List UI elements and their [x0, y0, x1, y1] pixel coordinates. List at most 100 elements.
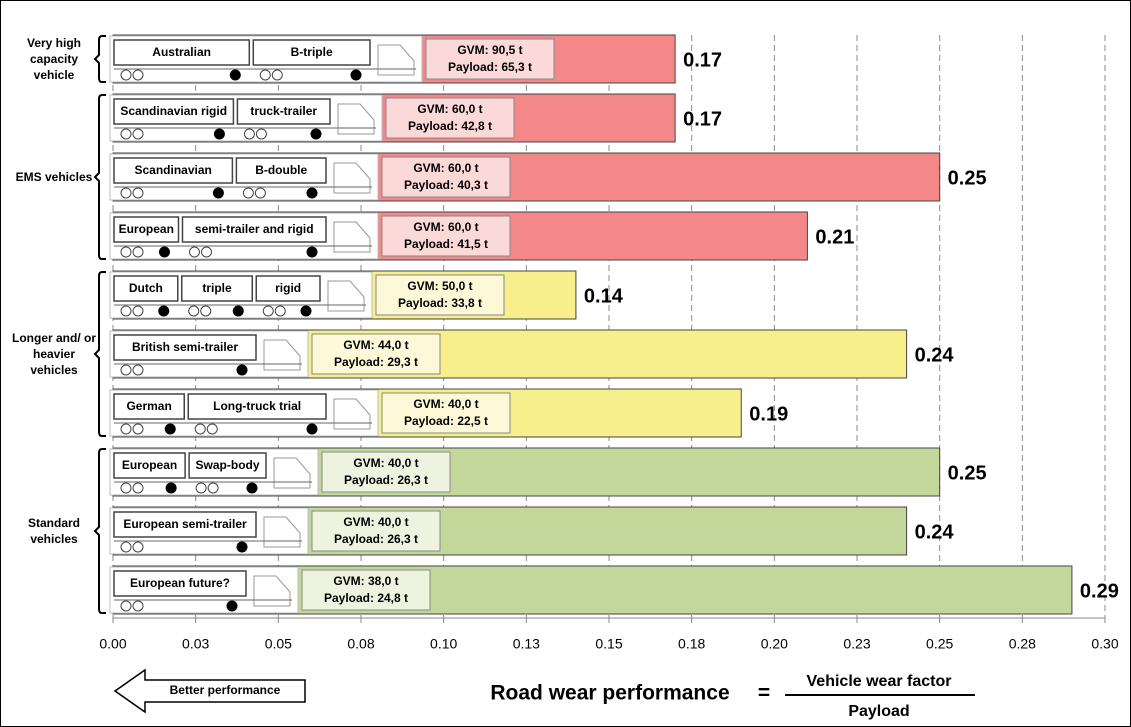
- wheel: [194, 423, 206, 435]
- vehicle-label: Swap-body: [196, 458, 260, 472]
- trailer-box: [252, 39, 371, 66]
- vehicle-label: European: [122, 458, 177, 472]
- wheel: [212, 187, 224, 199]
- value-label: 0.24: [915, 521, 955, 543]
- vehicle-label: Scandinavian rigid: [120, 104, 227, 118]
- wheel: [120, 364, 132, 376]
- vehicle-label: Long-truck trial: [213, 399, 301, 413]
- payload-label: Payload: 33,8 t: [398, 296, 482, 310]
- group-bracket: [93, 35, 106, 83]
- x-tick-label: 0.20: [761, 636, 788, 652]
- wheel: [158, 246, 170, 258]
- cab: [263, 339, 301, 371]
- vehicle-label: Australian: [152, 45, 211, 59]
- cab: [253, 575, 291, 607]
- wheel: [188, 246, 200, 258]
- wheel: [246, 482, 258, 494]
- wheel: [274, 305, 286, 317]
- gvm-label: GVM: 50,0 t: [407, 279, 472, 293]
- vehicle-label: German: [126, 399, 171, 413]
- gvm-label: GVM: 60,0 t: [417, 102, 482, 116]
- x-tick-label: 0.10: [430, 636, 457, 652]
- cab: [263, 516, 301, 548]
- x-tick-label: 0.13: [513, 636, 540, 652]
- wheel: [120, 600, 132, 612]
- wheel: [306, 187, 318, 199]
- trailer-box: [187, 393, 327, 420]
- formula-numerator: Vehicle wear factor: [807, 673, 952, 690]
- wheel: [306, 246, 318, 258]
- gvm-label: GVM: 38,0 t: [333, 574, 398, 588]
- gvm-label: GVM: 44,0 t: [343, 338, 408, 352]
- vehicle-label: Scandinavian: [135, 163, 212, 177]
- group-label: EMS vehicles: [15, 170, 93, 184]
- payload-label: Payload: 42,8 t: [408, 119, 492, 133]
- wheel: [120, 69, 132, 81]
- vehicle-label: semi-trailer and rigid: [195, 222, 314, 236]
- wheel: [132, 600, 144, 612]
- payload-label: Payload: 41,5 t: [404, 237, 488, 251]
- trailer-box: [181, 216, 327, 243]
- vehicle-label: European future?: [130, 576, 230, 590]
- gvm-label: GVM: 40,0 t: [353, 456, 418, 470]
- wheel: [132, 246, 144, 258]
- value-label: 0.24: [915, 344, 955, 366]
- cab: [337, 103, 375, 135]
- cab: [333, 162, 371, 194]
- vehicle-label: triple: [202, 281, 232, 295]
- trailer-box: [180, 275, 254, 302]
- trailer-box: [113, 393, 185, 420]
- wheel: [236, 541, 248, 553]
- formula-op: =: [758, 682, 770, 705]
- x-tick-label: 0.23: [843, 636, 870, 652]
- vehicle-label: British semi-trailer: [132, 340, 238, 354]
- value-label: 0.19: [749, 403, 788, 425]
- x-tick-label: 0.03: [182, 636, 209, 652]
- gvm-label: GVM: 40,0 t: [413, 397, 478, 411]
- wheel: [254, 187, 266, 199]
- wheel: [226, 600, 238, 612]
- wheel: [120, 541, 132, 553]
- wheel: [255, 128, 267, 140]
- x-tick-label: 0.30: [1091, 636, 1118, 652]
- load-box: [321, 451, 451, 493]
- cab: [327, 280, 365, 312]
- wheel: [188, 305, 200, 317]
- wheel: [132, 69, 144, 81]
- value-label: 0.25: [948, 167, 987, 189]
- gvm-label: GVM: 60,0 t: [413, 220, 478, 234]
- formula-lhs: Road wear performance: [490, 682, 729, 705]
- value-label: 0.21: [815, 226, 854, 248]
- payload-label: Payload: 22,5 t: [404, 414, 488, 428]
- wheel: [132, 482, 144, 494]
- vehicle-label: B-double: [255, 163, 307, 177]
- trailer-box: [255, 275, 321, 302]
- group-bracket: [93, 94, 106, 260]
- gvm-label: GVM: 90,5 t: [457, 43, 522, 57]
- value-label: 0.25: [948, 462, 987, 484]
- gvm-label: GVM: 60,0 t: [413, 161, 478, 175]
- group-label: Standard vehicles: [27, 516, 80, 546]
- load-box: [385, 97, 515, 139]
- payload-label: Payload: 65,3 t: [448, 60, 532, 74]
- wheel: [120, 305, 132, 317]
- wheel: [120, 187, 132, 199]
- load-box: [381, 215, 511, 257]
- wheel: [213, 128, 225, 140]
- vehicle-label: European: [119, 222, 174, 236]
- payload-label: Payload: 26,3 t: [334, 532, 418, 546]
- wheel: [132, 423, 144, 435]
- trailer-box: [113, 334, 257, 361]
- wheel: [262, 305, 274, 317]
- cab: [333, 398, 371, 430]
- value-label: 0.17: [683, 108, 722, 130]
- payload-label: Payload: 29,3 t: [334, 355, 418, 369]
- group-label: Very high capacity vehicle: [26, 36, 82, 82]
- load-box: [381, 392, 511, 434]
- trailer-box: [113, 98, 235, 125]
- wheel: [132, 541, 144, 553]
- x-tick-label: 0.00: [99, 636, 126, 652]
- wheel: [232, 305, 244, 317]
